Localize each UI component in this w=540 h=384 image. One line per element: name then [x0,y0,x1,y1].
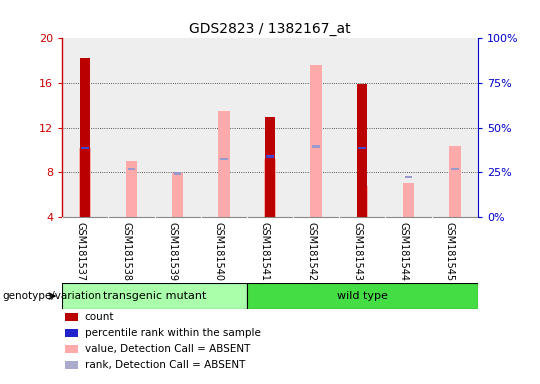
Bar [62,283,247,309]
Bar [266,156,274,158]
Text: GSM181545: GSM181545 [445,222,455,281]
Bar [82,147,89,149]
Text: GSM181541: GSM181541 [260,222,270,281]
Bar [451,168,458,170]
Bar [359,147,366,149]
Text: GSM181540: GSM181540 [214,222,224,281]
Text: GSM181544: GSM181544 [399,222,409,281]
Text: wild type: wild type [337,291,388,301]
Text: GSM181538: GSM181538 [122,222,131,281]
Bar [313,146,320,148]
Bar [356,186,368,217]
Bar [265,116,275,217]
Bar [405,175,413,178]
Bar [172,174,184,217]
Bar [220,158,227,160]
Bar [357,84,368,217]
Bar [126,161,137,217]
Bar [449,146,461,217]
Bar [79,148,91,217]
Bar [80,58,90,217]
Bar [264,159,276,217]
Bar [174,172,181,175]
Bar [310,65,322,217]
Text: GSM181537: GSM181537 [75,222,85,281]
Text: genotype/variation: genotype/variation [3,291,102,301]
Bar [266,156,274,158]
Bar [81,147,89,149]
Title: GDS2823 / 1382167_at: GDS2823 / 1382167_at [189,22,351,36]
Text: transgenic mutant: transgenic mutant [103,291,206,301]
Text: GSM181543: GSM181543 [353,222,362,281]
Text: GSM181539: GSM181539 [167,222,178,281]
Bar [218,111,230,217]
Text: rank, Detection Call = ABSENT: rank, Detection Call = ABSENT [85,360,245,370]
Text: value, Detection Call = ABSENT: value, Detection Call = ABSENT [85,344,250,354]
Text: count: count [85,312,114,322]
Bar [359,147,367,149]
Text: GSM181542: GSM181542 [306,222,316,281]
Bar [403,184,414,217]
Bar [247,283,478,309]
Text: percentile rank within the sample: percentile rank within the sample [85,328,261,338]
Bar [127,168,135,170]
